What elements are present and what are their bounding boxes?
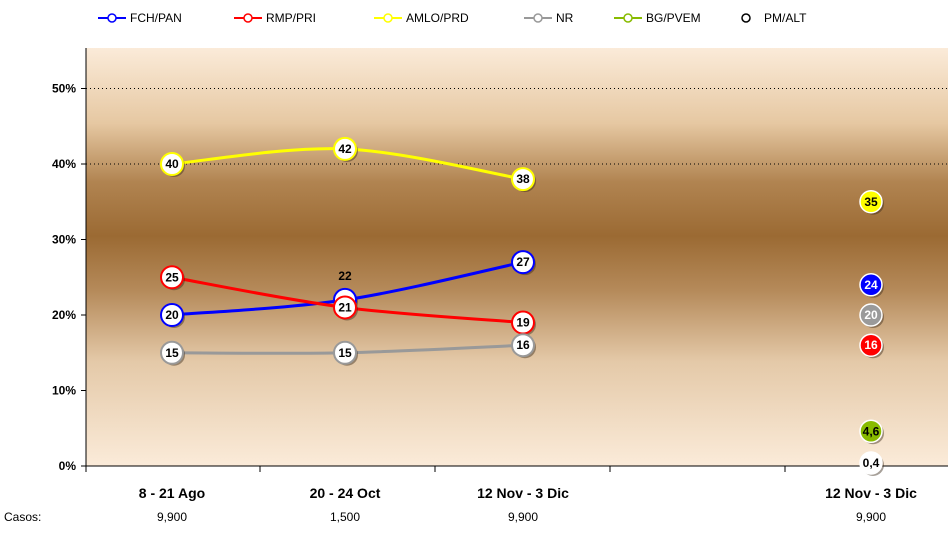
cases-label: Casos: (4, 510, 41, 524)
data-label: 25 (165, 270, 179, 284)
legend-marker-pm-alt (741, 13, 751, 23)
legend-label-nr: NR (556, 11, 574, 25)
data-label: 21 (338, 300, 352, 314)
legend-label-bg-pvem: BG/PVEM (646, 11, 701, 25)
data-point-nr (859, 303, 883, 327)
y-tick-label: 10% (52, 384, 76, 398)
legend: FCH/PAN RMP/PRI AMLO/PRD NR BG/PVEM PM/ALT (98, 11, 807, 25)
data-point-rmp-pri (333, 295, 357, 320)
y-tick-label: 0% (59, 459, 77, 473)
axes: 0% 10% 20% 30% 40% 50% (52, 48, 948, 473)
data-label: 19 (516, 316, 530, 330)
data-label: 15 (338, 346, 352, 360)
legend-marker-fch-pan (107, 13, 117, 23)
data-label: 4,6 (863, 424, 880, 438)
data-point-nr (160, 340, 184, 365)
legend-marker-nr (533, 13, 543, 23)
data-label: 20 (864, 308, 878, 322)
data-point-rmp-pri (160, 265, 184, 290)
data-label: 27 (516, 255, 530, 269)
data-point-fch-pan (160, 303, 184, 327)
data-point-pm-alt (859, 451, 883, 475)
cases-value: 9,900 (157, 510, 187, 524)
category-label: 8 - 21 Ago (139, 485, 205, 501)
data-point-nr (333, 340, 357, 365)
cases-value: 9,900 (856, 510, 886, 524)
data-label: 15 (165, 346, 179, 360)
y-tick-label: 20% (52, 308, 76, 322)
legend-marker-amlo-prd (383, 13, 393, 23)
data-point-fch-pan (859, 273, 883, 297)
data-label: 20 (165, 308, 179, 322)
cases-value: 1,500 (330, 510, 360, 524)
category-label: 12 Nov - 3 Dic (477, 485, 569, 501)
legend-label-fch-pan: FCH/PAN (130, 11, 182, 25)
legend-label-amlo-prd: AMLO/PRD (406, 11, 469, 25)
data-point-amlo-prd (333, 136, 357, 161)
legend-marker-bg-pvem (623, 13, 633, 23)
y-tick-label: 50% (52, 82, 76, 96)
data-point-bg-pvem (859, 419, 883, 444)
data-point-amlo-prd (859, 190, 883, 214)
category-labels: 8 - 21 Ago 20 - 24 Oct 12 Nov - 3 Dic 12 No… (4, 485, 917, 524)
legend-label-pm-alt: PM/ALT (764, 11, 807, 25)
data-label: 22 (338, 269, 352, 283)
data-label: 16 (516, 338, 530, 352)
y-tick-label: 40% (52, 157, 76, 171)
data-label: 38 (516, 172, 530, 186)
data-label: 24 (864, 278, 878, 292)
y-tick-label: 30% (52, 233, 76, 247)
data-point-nr (511, 333, 535, 358)
legend-marker-rmp-pri (243, 13, 253, 23)
data-point-amlo-prd (160, 152, 184, 176)
category-label: 12 Nov - 3 Dic (825, 485, 917, 501)
legend-label-rmp-pri: RMP/PRI (266, 11, 316, 25)
data-point-fch-pan (511, 250, 535, 275)
data-label: 0,4 (863, 456, 880, 470)
cases-value: 9,900 (508, 510, 538, 524)
data-label: 35 (864, 195, 878, 209)
data-markers: 20 22 27 24 25 21 19 16 40 42 38 35 15 15 16 20 4,6 0,4 (160, 136, 884, 476)
data-label: 42 (338, 142, 352, 156)
data-label: 16 (864, 338, 878, 352)
data-point-amlo-prd (511, 167, 535, 192)
category-label: 20 - 24 Oct (310, 485, 381, 501)
data-label: 40 (165, 157, 179, 171)
data-point-rmp-pri (859, 333, 883, 357)
